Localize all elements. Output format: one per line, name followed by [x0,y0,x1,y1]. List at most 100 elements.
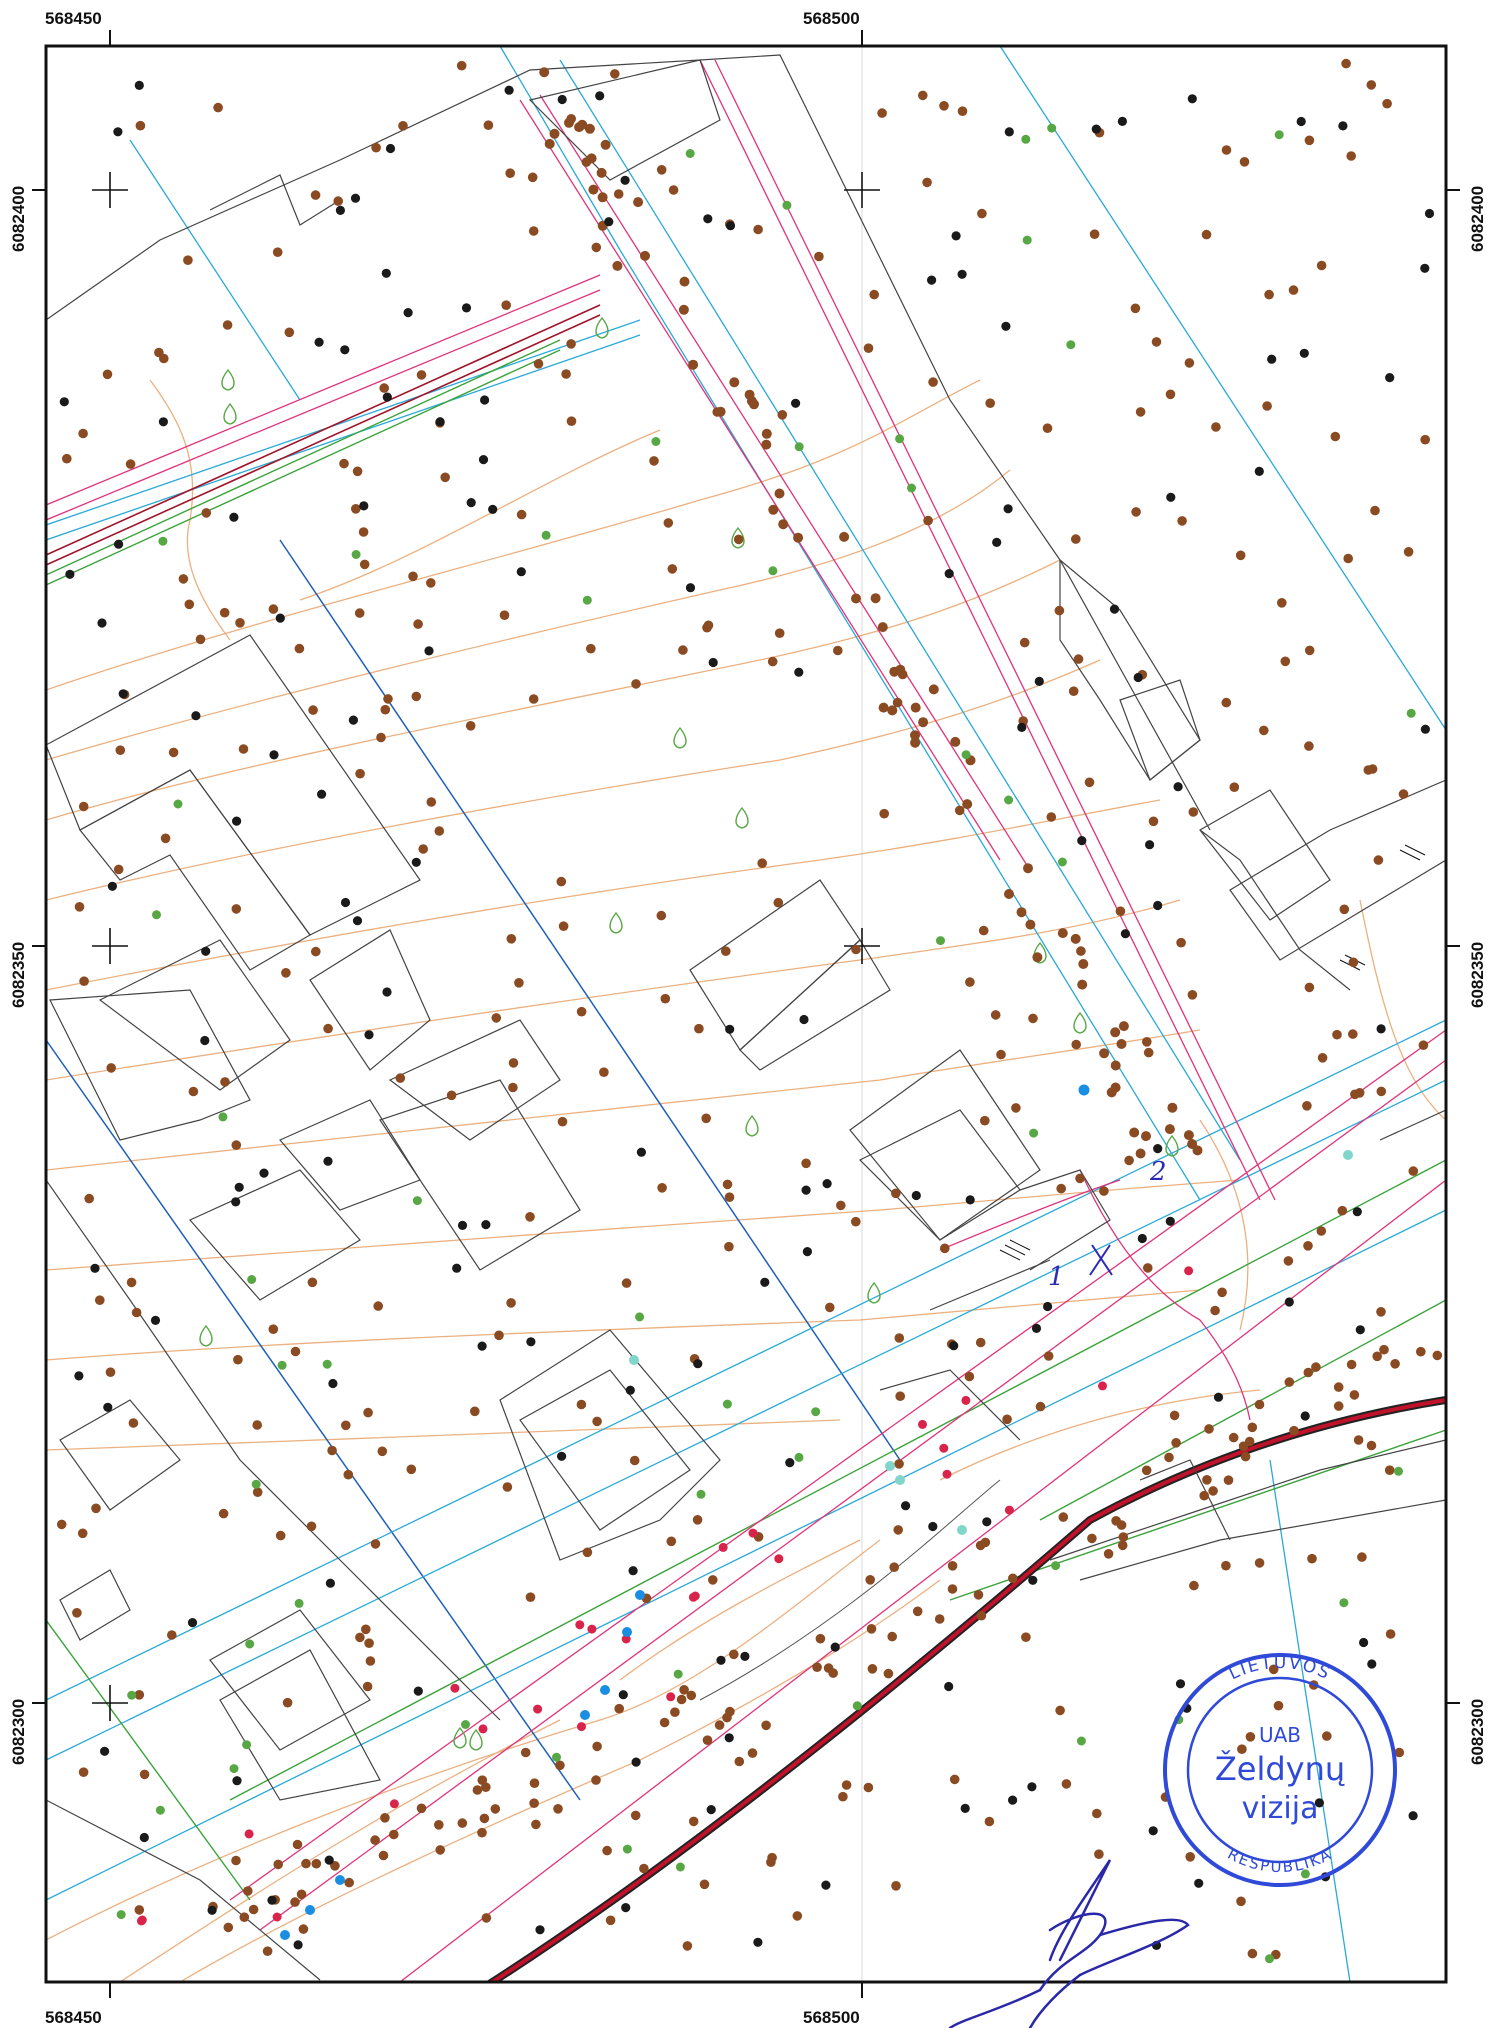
survey-point-black [100,1746,110,1756]
survey-point-brown [686,1690,697,1701]
survey-point-brown [631,679,641,689]
survey-point-brown [231,1140,242,1150]
survey-point-black [504,85,514,95]
survey-point-brown [851,944,861,955]
survey-point-black [1109,604,1120,614]
survey-point-green [1029,1128,1039,1138]
survey-point-brown [167,1630,177,1640]
survey-point-brown [734,1756,745,1767]
survey-point-brown [701,1113,711,1124]
survey-point-brown [1408,1166,1419,1176]
survey-point-black [1077,836,1087,846]
survey-point-red [918,1419,927,1429]
survey-point-brown [586,153,597,164]
survey-point-brown [1330,431,1341,442]
survey-point-brown [566,339,576,349]
survey-point-black [595,91,605,101]
survey-point-brown [139,1769,150,1780]
survey-point-brown [201,508,212,518]
survey-point-brown [1089,229,1100,239]
survey-point-brown [1023,863,1033,874]
survey-point-brown [1273,1700,1284,1711]
survey-point-black [557,94,567,105]
survey-point-brown [1116,1520,1127,1530]
survey-point-brown [778,519,789,530]
survey-point-black [799,1014,809,1025]
survey-point-green [811,1407,821,1417]
survey-point-brown [301,1858,311,1869]
survey-point-black [1017,722,1027,733]
survey-point-black [382,987,392,997]
survey-point-black [1385,373,1395,383]
survey-point-blue [1078,1084,1090,1096]
survey-point-brown [767,1852,777,1863]
contour-line [46,659,1101,901]
survey-point-brown [91,1503,101,1514]
survey-point-brown [506,934,517,944]
survey-point-brown [378,1850,389,1861]
survey-point-green [242,1740,252,1750]
survey-point-brown [78,428,88,439]
survey-point-brown [1379,1344,1389,1355]
tree-symbol [1033,941,1047,964]
survey-point-brown [1346,1359,1357,1370]
survey-point-red [272,1912,282,1922]
survey-point-brown [1211,422,1221,432]
survey-point-brown [1236,1896,1246,1907]
survey-point-brown [1135,1148,1146,1159]
survey-point-black [466,498,476,508]
survey-point-brown [940,1243,950,1254]
survey-point-brown [323,1023,333,1034]
survey-point-brown [1366,1440,1377,1451]
survey-point-brown [1117,1540,1128,1551]
x-label-bottom-left: 568450 [45,2008,102,2027]
x-label-top-left: 568450 [45,9,102,28]
contour-line [46,1289,1201,1361]
survey-point-black [1153,900,1163,911]
survey-point-green [852,1701,862,1711]
survey-point-brown [477,1827,487,1838]
survey-point-brown [910,730,920,741]
survey-point-brown [252,1420,262,1430]
survey-point-brown [508,1082,518,1093]
survey-point-green [1265,1954,1274,1964]
survey-point-black [1031,1323,1042,1333]
survey-point-brown [306,1521,317,1532]
y-label-right-3: 6082300 [1468,1699,1487,1765]
survey-point-green [541,530,551,540]
stamp-line-3: vizija [1242,1791,1319,1826]
survey-point-brown [666,1536,677,1547]
survey-point-green [1394,1466,1403,1476]
survey-point-brown [977,208,987,219]
survey-point-brown [223,1922,234,1933]
survey-point-black [760,1277,770,1287]
survey-point-brown [159,353,169,364]
survey-point-black [516,567,526,577]
survey-point-brown [744,389,755,400]
survey-point-brown [561,369,571,379]
survey-point-green [768,566,778,576]
survey-point-brown [1164,1124,1175,1135]
survey-point-green [696,1489,706,1499]
survey-point-black [59,397,69,407]
survey-point-brown [893,1525,903,1535]
contour-line [46,1419,841,1451]
survey-point-brown [1382,98,1392,109]
survey-point-brown [231,904,242,914]
survey-point-brown [947,1584,958,1594]
survey-point-brown [1307,1553,1317,1564]
survey-point-black [1338,121,1348,131]
survey-point-black [207,1905,217,1915]
survey-point-black [1213,1392,1224,1402]
survey-point-brown [1141,1465,1152,1476]
survey-point-brown [729,1649,739,1660]
survey-point-brown [134,1690,145,1700]
survey-point-brown [836,1200,846,1211]
survey-point-black [269,750,279,760]
survey-point-brown [877,622,888,633]
survey-point-brown [1221,697,1232,708]
survey-point-brown [878,702,889,713]
survey-point-brown [1353,1435,1364,1445]
survey-point-brown [380,704,391,715]
